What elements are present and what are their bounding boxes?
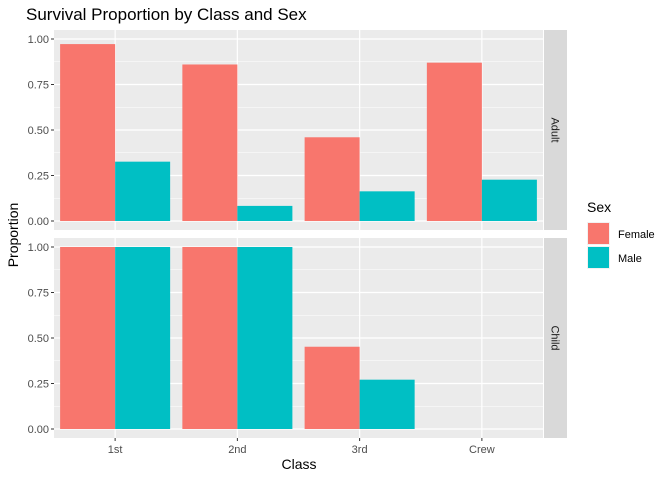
- facet-strip: [544, 238, 567, 438]
- facet-strip-label: Adult: [549, 117, 561, 142]
- y-tick-label: 0.25: [28, 171, 49, 183]
- bar-male-3rd: [359, 379, 415, 429]
- bar-female-3rd: [304, 137, 360, 221]
- facet-panels: 0.00 0.25 0.50 0.75 1.00 Adult 0.00 0.25 0.50 0.7…: [28, 30, 567, 456]
- legend-title: Sex: [587, 199, 611, 215]
- bar-female-3rd: [304, 346, 360, 429]
- y-tick-label: 0.25: [28, 379, 49, 391]
- chart-title: Survival Proportion by Class and Sex: [26, 5, 307, 24]
- bar-male-2nd: [237, 205, 293, 221]
- panel-adult: 0.00 0.25 0.50 0.75 1.00 Adult: [28, 30, 567, 230]
- legend-label-male: Male: [618, 253, 642, 265]
- bar-female-2nd: [182, 247, 238, 429]
- facet-strip: [544, 30, 567, 230]
- panel-child: 0.00 0.25 0.50 0.75 1.00 Child: [28, 238, 567, 438]
- bar-male-1st: [115, 247, 171, 429]
- legend-key-male: [588, 247, 609, 268]
- bar-male-crew: [481, 179, 537, 221]
- y-axis-title: Proportion: [5, 203, 21, 268]
- x-tick-label: 1st: [108, 444, 123, 456]
- x-tick-label: Crew: [469, 444, 495, 456]
- y-tick-label: 0.75: [28, 288, 49, 300]
- x-axis-title: Class: [281, 456, 316, 472]
- y-tick-label: 1.00: [28, 34, 49, 46]
- bar-male-2nd: [237, 247, 293, 429]
- x-tick-label: 2nd: [228, 444, 246, 456]
- facet-strip-label: Child: [549, 325, 561, 350]
- y-tick-label: 0.50: [28, 333, 49, 345]
- legend-label-female: Female: [618, 229, 655, 241]
- bar-female-2nd: [182, 64, 238, 221]
- bar-female-1st: [60, 44, 116, 221]
- bar-male-1st: [115, 161, 171, 221]
- legend: Sex Female Male: [587, 199, 655, 269]
- legend-key-female: [588, 223, 609, 244]
- x-tick-label: 3rd: [352, 444, 368, 456]
- y-tick-label: 0.00: [28, 424, 49, 436]
- bar-female-1st: [60, 247, 116, 429]
- bar-male-3rd: [359, 191, 415, 221]
- y-tick-label: 0.50: [28, 125, 49, 137]
- y-tick-label: 0.75: [28, 80, 49, 92]
- bar-female-crew: [426, 62, 482, 221]
- y-tick-label: 1.00: [28, 242, 49, 254]
- y-tick-label: 0.00: [28, 216, 49, 228]
